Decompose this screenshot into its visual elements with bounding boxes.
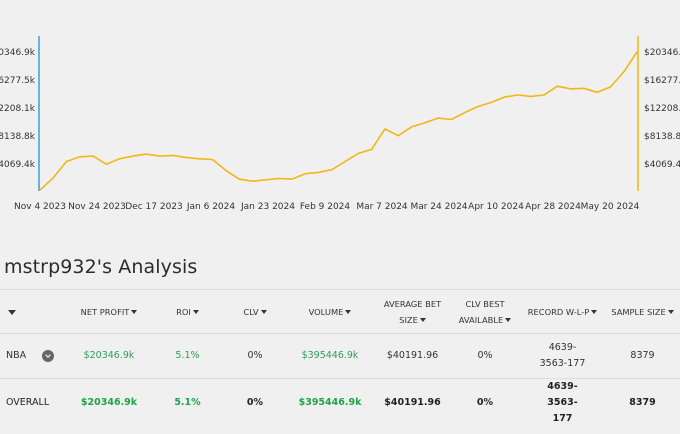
- profit-line: [39, 51, 638, 191]
- x-tick-label: Apr 28 2024: [525, 202, 581, 212]
- left-tick-label: 6277.5k: [0, 76, 36, 86]
- col-volume[interactable]: VOLUME: [285, 289, 375, 334]
- net-profit-value: $20346.9k: [68, 333, 150, 379]
- record-value: 4639-3563-177: [520, 333, 605, 379]
- analysis-title: mstrp932's Analysis: [4, 256, 198, 278]
- col-average-bet-size[interactable]: AVERAGE BET SIZE: [375, 289, 450, 334]
- x-tick-label: May 20 2024: [581, 202, 640, 212]
- volume-value: $395446.9k: [285, 378, 375, 427]
- sort-desc-icon: [260, 310, 267, 314]
- col-record[interactable]: RECORD W-L-P: [520, 289, 605, 334]
- sort-desc-icon: [591, 310, 598, 314]
- record-value: 4639-3563-177: [520, 378, 605, 427]
- table-header-row: NET PROFIT ROI CLV VOLUME AVERAGE BET SI…: [0, 289, 680, 334]
- roi-value: 5.1%: [150, 333, 225, 379]
- profit-chart: 0346.9k 6277.5k 2208.1k 8138.8k 4069.4k $203…: [0, 36, 680, 212]
- right-tick-label: $12208.: [644, 104, 680, 114]
- x-tick-label: Nov 24 2023: [68, 202, 126, 212]
- left-tick-label: 0346.9k: [0, 48, 36, 58]
- x-tick-label: Feb 9 2024: [300, 202, 351, 212]
- expand-row-icon[interactable]: [42, 349, 55, 362]
- sample-size-value: 8379: [605, 333, 680, 379]
- clv-best-value: 0%: [450, 333, 520, 379]
- analysis-table: NET PROFIT ROI CLV VOLUME AVERAGE BET SI…: [0, 289, 680, 427]
- chevron-down-icon[interactable]: [8, 309, 16, 315]
- left-tick-label: 2208.1k: [0, 104, 36, 114]
- col-sample-size[interactable]: SAMPLE SIZE: [605, 289, 680, 334]
- x-tick-label: Apr 10 2024: [468, 202, 524, 212]
- clv-value: 0%: [225, 333, 285, 379]
- sort-desc-icon: [505, 318, 512, 322]
- col-clv[interactable]: CLV: [225, 289, 285, 334]
- sample-size-value: 8379: [605, 378, 680, 427]
- col-net-profit[interactable]: NET PROFIT: [68, 289, 150, 334]
- x-tick-label: Mar 24 2024: [410, 202, 467, 212]
- clv-value: 0%: [225, 378, 285, 427]
- x-tick-label: Jan 6 2024: [186, 202, 235, 212]
- right-tick-label: $4069.4: [644, 160, 680, 170]
- col-roi[interactable]: ROI: [150, 289, 225, 334]
- expand-all-toggle[interactable]: [0, 289, 68, 334]
- volume-value: $395446.9k: [285, 333, 375, 379]
- clv-best-value: 0%: [450, 378, 520, 427]
- league-label: OVERALL: [0, 378, 68, 427]
- sort-desc-icon: [667, 310, 674, 314]
- avg-bet-value: $40191.96: [375, 333, 450, 379]
- x-tick-label: Dec 17 2023: [125, 202, 183, 212]
- sort-desc-icon: [192, 310, 199, 314]
- table-row-overall: OVERALL $20346.9k 5.1% 0% $395446.9k $40…: [0, 378, 680, 427]
- league-label: NBA: [6, 350, 27, 361]
- x-tick-label: Jan 23 2024: [240, 202, 295, 212]
- net-profit-value: $20346.9k: [68, 378, 150, 427]
- avg-bet-value: $40191.96: [375, 378, 450, 427]
- roi-value: 5.1%: [150, 378, 225, 427]
- right-tick-label: $20346.: [644, 48, 680, 58]
- right-tick-label: $16277.: [644, 76, 680, 86]
- col-clv-best-available[interactable]: CLV BEST AVAILABLE: [450, 289, 520, 334]
- left-tick-label: 4069.4k: [0, 160, 36, 170]
- sort-desc-icon: [131, 310, 138, 314]
- right-tick-label: $8138.8: [644, 132, 680, 142]
- sort-desc-icon: [345, 310, 352, 314]
- x-tick-label: Mar 7 2024: [356, 202, 408, 212]
- left-tick-label: 8138.8k: [0, 132, 36, 142]
- table-row-nba[interactable]: NBA $20346.9k 5.1% 0% $395446.9k $40191.…: [0, 333, 680, 379]
- x-tick-label: Nov 4 2023: [14, 202, 66, 212]
- sort-desc-icon: [419, 318, 426, 322]
